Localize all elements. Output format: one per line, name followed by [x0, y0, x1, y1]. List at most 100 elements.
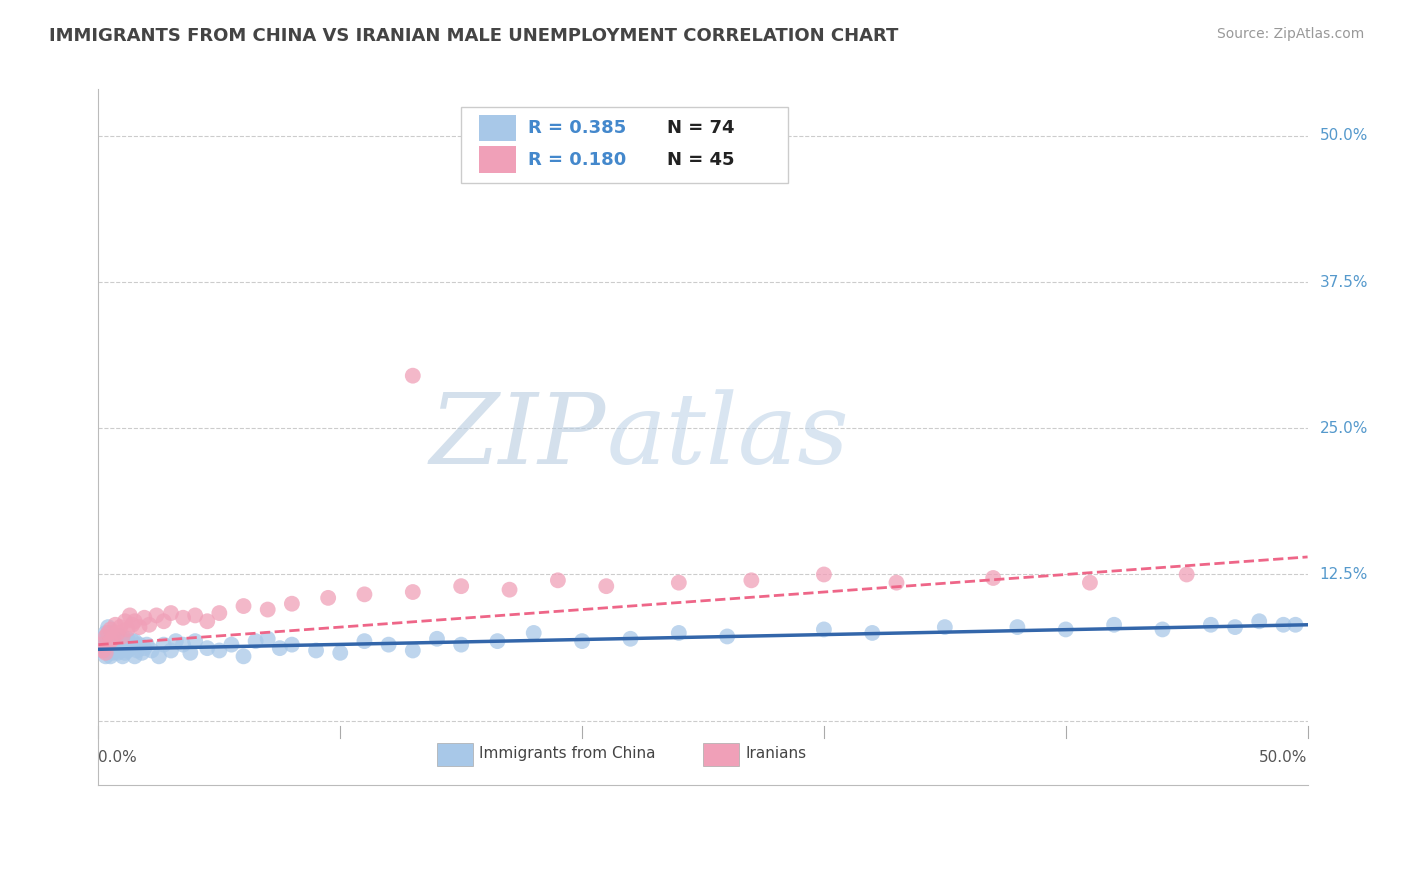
- Point: [118, 641, 141, 656]
- Point: [104, 617, 127, 632]
- Point: [716, 630, 738, 644]
- Point: [107, 646, 129, 660]
- Point: [860, 626, 883, 640]
- Point: [160, 606, 183, 620]
- Point: [232, 649, 254, 664]
- Point: [141, 643, 163, 657]
- Point: [377, 638, 399, 652]
- Point: [208, 606, 231, 620]
- Point: [305, 643, 328, 657]
- Point: [316, 591, 339, 605]
- Point: [138, 617, 160, 632]
- Text: R = 0.385: R = 0.385: [527, 120, 626, 137]
- Point: [668, 575, 690, 590]
- Point: [135, 638, 157, 652]
- Point: [981, 571, 1004, 585]
- Point: [111, 638, 134, 652]
- Text: Source: ZipAtlas.com: Source: ZipAtlas.com: [1216, 27, 1364, 41]
- Text: N = 74: N = 74: [666, 120, 734, 137]
- Point: [1249, 614, 1271, 628]
- Point: [571, 634, 593, 648]
- Point: [94, 638, 117, 652]
- Point: [172, 611, 194, 625]
- Point: [813, 567, 835, 582]
- Point: [353, 587, 375, 601]
- Point: [486, 634, 509, 648]
- Point: [101, 641, 124, 656]
- Point: [100, 634, 122, 648]
- Point: [195, 614, 218, 628]
- Point: [124, 649, 146, 664]
- Point: [232, 599, 254, 613]
- Point: [128, 638, 150, 652]
- Point: [152, 638, 174, 652]
- Point: [124, 614, 146, 628]
- Text: Immigrants from China: Immigrants from China: [479, 746, 655, 761]
- Point: [118, 608, 141, 623]
- Point: [402, 368, 425, 383]
- Point: [523, 626, 546, 640]
- Point: [117, 643, 139, 657]
- Point: [108, 630, 131, 644]
- Point: [1054, 623, 1077, 637]
- Point: [90, 638, 112, 652]
- Point: [353, 634, 375, 648]
- Point: [402, 585, 425, 599]
- Point: [886, 575, 908, 590]
- Point: [90, 638, 112, 652]
- Point: [256, 632, 278, 646]
- Text: 0.0%: 0.0%: [98, 750, 138, 764]
- Text: ZIP: ZIP: [430, 390, 606, 484]
- Point: [195, 641, 218, 656]
- Point: [547, 574, 569, 588]
- FancyBboxPatch shape: [479, 115, 516, 141]
- Point: [281, 638, 304, 652]
- Point: [91, 643, 114, 657]
- Point: [1152, 623, 1174, 637]
- Point: [402, 643, 425, 657]
- Point: [104, 630, 127, 644]
- Point: [145, 608, 167, 623]
- Text: 50.0%: 50.0%: [1320, 128, 1368, 144]
- Point: [426, 632, 449, 646]
- Point: [1007, 620, 1029, 634]
- Point: [934, 620, 956, 634]
- Point: [104, 640, 127, 654]
- Text: atlas: atlas: [606, 390, 849, 484]
- Point: [1223, 620, 1246, 634]
- Point: [256, 602, 278, 616]
- Point: [111, 630, 134, 644]
- Point: [1175, 567, 1198, 582]
- Text: 37.5%: 37.5%: [1320, 275, 1368, 290]
- Text: R = 0.180: R = 0.180: [527, 151, 626, 169]
- Point: [152, 614, 174, 628]
- Text: 50.0%: 50.0%: [1260, 750, 1308, 764]
- Point: [107, 634, 129, 648]
- Point: [1078, 575, 1101, 590]
- Point: [127, 643, 149, 657]
- Point: [107, 626, 129, 640]
- Point: [134, 641, 156, 656]
- Point: [1102, 617, 1125, 632]
- Text: 25.0%: 25.0%: [1320, 421, 1368, 436]
- Point: [281, 597, 304, 611]
- Point: [160, 643, 183, 657]
- Point: [179, 646, 201, 660]
- Point: [619, 632, 641, 646]
- FancyBboxPatch shape: [703, 742, 740, 766]
- Point: [184, 634, 207, 648]
- Point: [269, 641, 291, 656]
- FancyBboxPatch shape: [479, 146, 516, 173]
- Point: [134, 611, 156, 625]
- Point: [668, 626, 690, 640]
- Point: [1272, 617, 1295, 632]
- Text: IMMIGRANTS FROM CHINA VS IRANIAN MALE UNEMPLOYMENT CORRELATION CHART: IMMIGRANTS FROM CHINA VS IRANIAN MALE UN…: [49, 27, 898, 45]
- Point: [114, 646, 136, 660]
- Point: [165, 634, 187, 648]
- Text: Iranians: Iranians: [745, 746, 807, 761]
- Point: [94, 649, 117, 664]
- Point: [101, 632, 124, 646]
- Point: [124, 634, 146, 648]
- Point: [450, 579, 472, 593]
- Point: [97, 626, 120, 640]
